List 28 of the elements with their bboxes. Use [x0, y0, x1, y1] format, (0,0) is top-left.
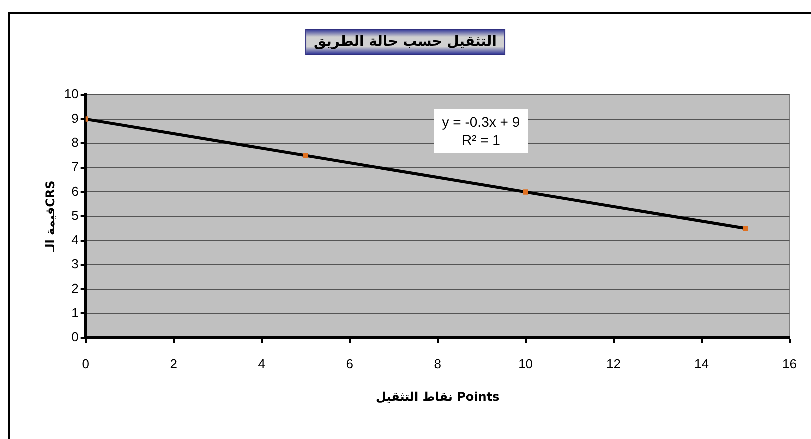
x-tick-label: 8: [434, 356, 442, 372]
point: [523, 190, 528, 195]
annotation: R² = 1: [462, 132, 500, 148]
y-tick-label: 9: [72, 110, 79, 126]
annotation: y = -0.3x + 9: [442, 114, 520, 130]
y-tick-label: 4: [72, 232, 79, 248]
x-tick-label: 10: [518, 356, 534, 372]
y-tick-label: 3: [72, 256, 79, 272]
y-tick-label: 6: [72, 184, 79, 199]
x-tick-label: 6: [346, 356, 354, 372]
x-tick-label: 14: [694, 356, 710, 372]
x-tick-label: 0: [82, 356, 90, 372]
y-tick-label: 7: [72, 159, 79, 174]
x-tick-label: 4: [258, 356, 266, 372]
y-tick-label: 0: [72, 330, 79, 345]
y-tick-label: 2: [72, 280, 79, 296]
x-axis-title: نقاط التثقيل Points: [376, 390, 500, 404]
x-tick-label: 12: [606, 356, 622, 372]
y-axis-title: قيمة الـCRS: [43, 180, 58, 254]
x-tick-label: 16: [782, 356, 798, 372]
point: [743, 226, 748, 232]
y-tick-label: 5: [72, 208, 79, 224]
y-tick-label: 10: [64, 86, 79, 102]
x-tick-label: 2: [170, 356, 178, 372]
point: [303, 153, 308, 158]
chart-title: التثقيل حسب حالة الطريق: [305, 29, 506, 55]
y-tick-label: 1: [72, 305, 79, 320]
y-tick-label: 8: [72, 135, 79, 150]
